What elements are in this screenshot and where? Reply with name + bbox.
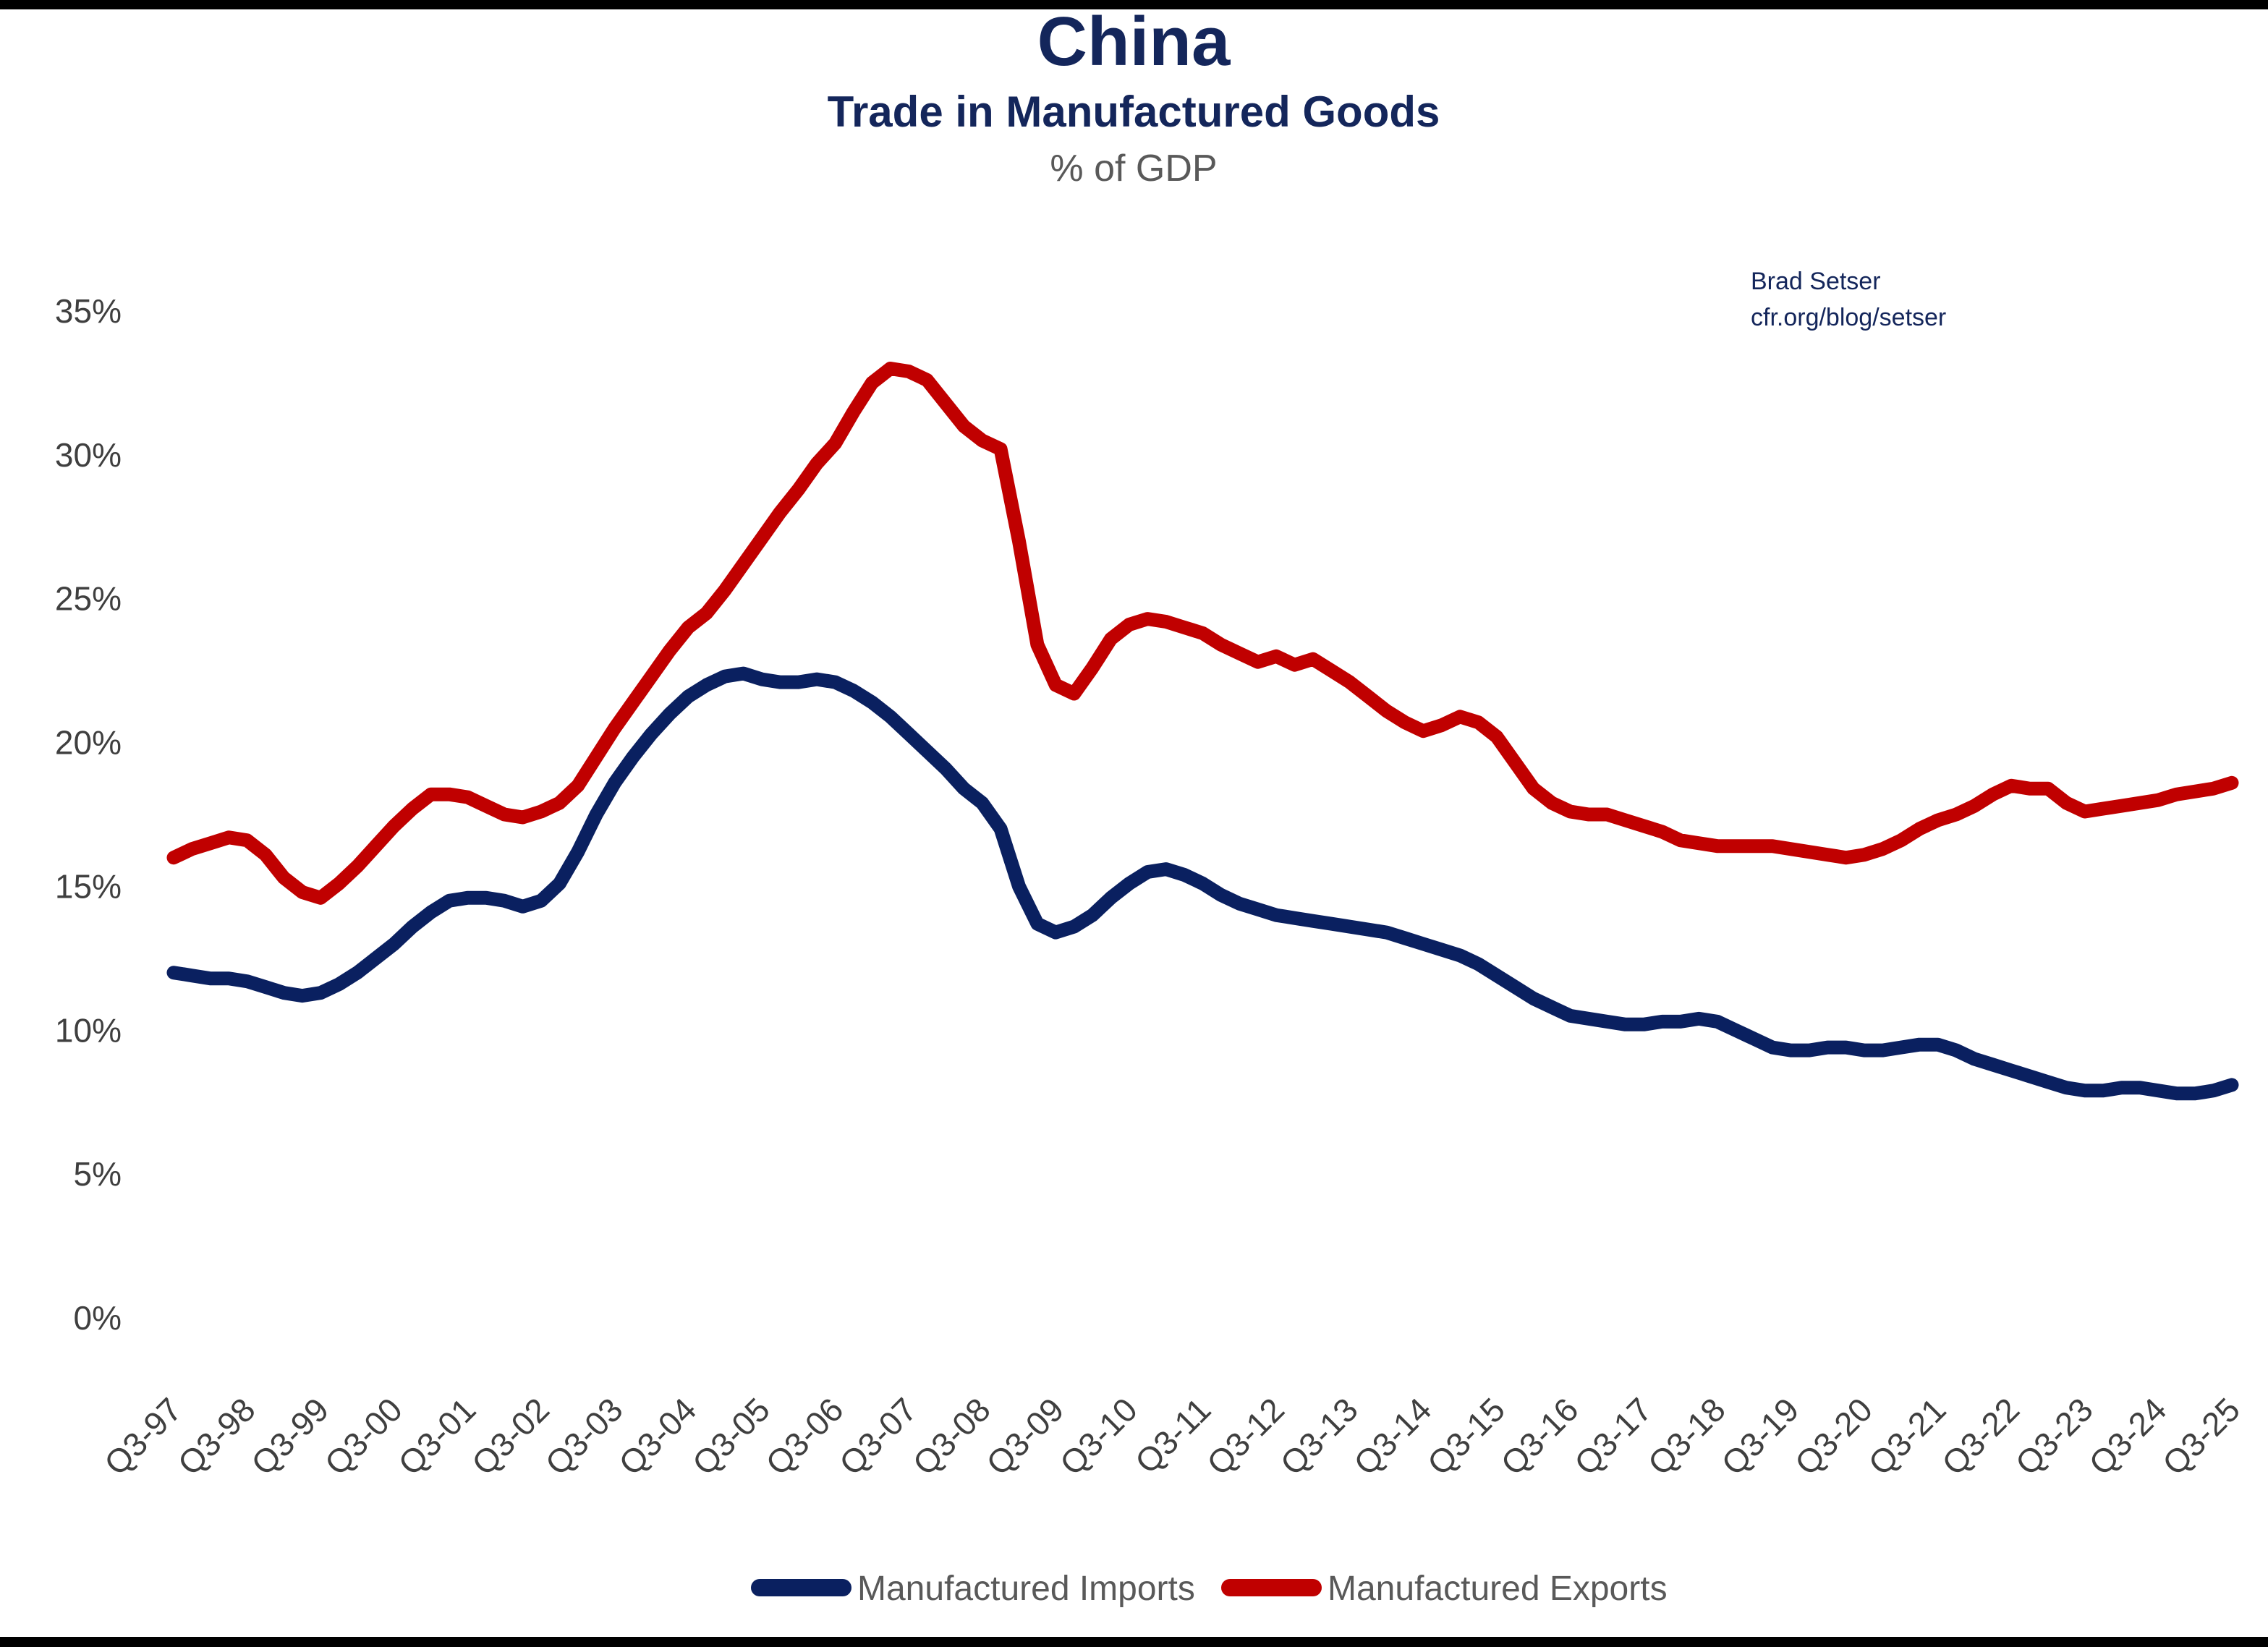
y-tick-label: 25% xyxy=(55,580,122,618)
attribution-url: cfr.org/blog/setser xyxy=(1751,304,1946,331)
page-title: China xyxy=(1037,3,1231,80)
top-border xyxy=(0,0,2268,9)
chart-subtitle: Trade in Manufactured Goods xyxy=(828,88,1440,136)
y-tick-label: 5% xyxy=(74,1155,122,1193)
legend-exports-label: Manufactured Exports xyxy=(1328,1570,1668,1608)
series-line-manufactured-exports xyxy=(166,362,2239,905)
y-tick-label: 15% xyxy=(55,867,122,905)
y-axis-tick-labels: 0% 5% 10% 15% 20% 25% 30% 35% xyxy=(55,292,122,1337)
bottom-border xyxy=(0,1637,2268,1647)
chart-unit-label: % of GDP xyxy=(1050,148,1217,190)
y-tick-label: 30% xyxy=(55,436,122,474)
y-tick-label: 0% xyxy=(74,1299,122,1337)
attribution-name: Brad Setser xyxy=(1751,268,1881,295)
series-line-manufactured-imports xyxy=(166,666,2239,1101)
y-tick-label: 35% xyxy=(55,292,122,330)
data-series-lines xyxy=(166,362,2239,1101)
legend: Manufactured Imports Manufactured Export… xyxy=(751,1570,1668,1608)
y-tick-label: 20% xyxy=(55,724,122,762)
y-tick-label: 10% xyxy=(55,1011,122,1049)
legend-imports-label: Manufactured Imports xyxy=(857,1570,1195,1608)
